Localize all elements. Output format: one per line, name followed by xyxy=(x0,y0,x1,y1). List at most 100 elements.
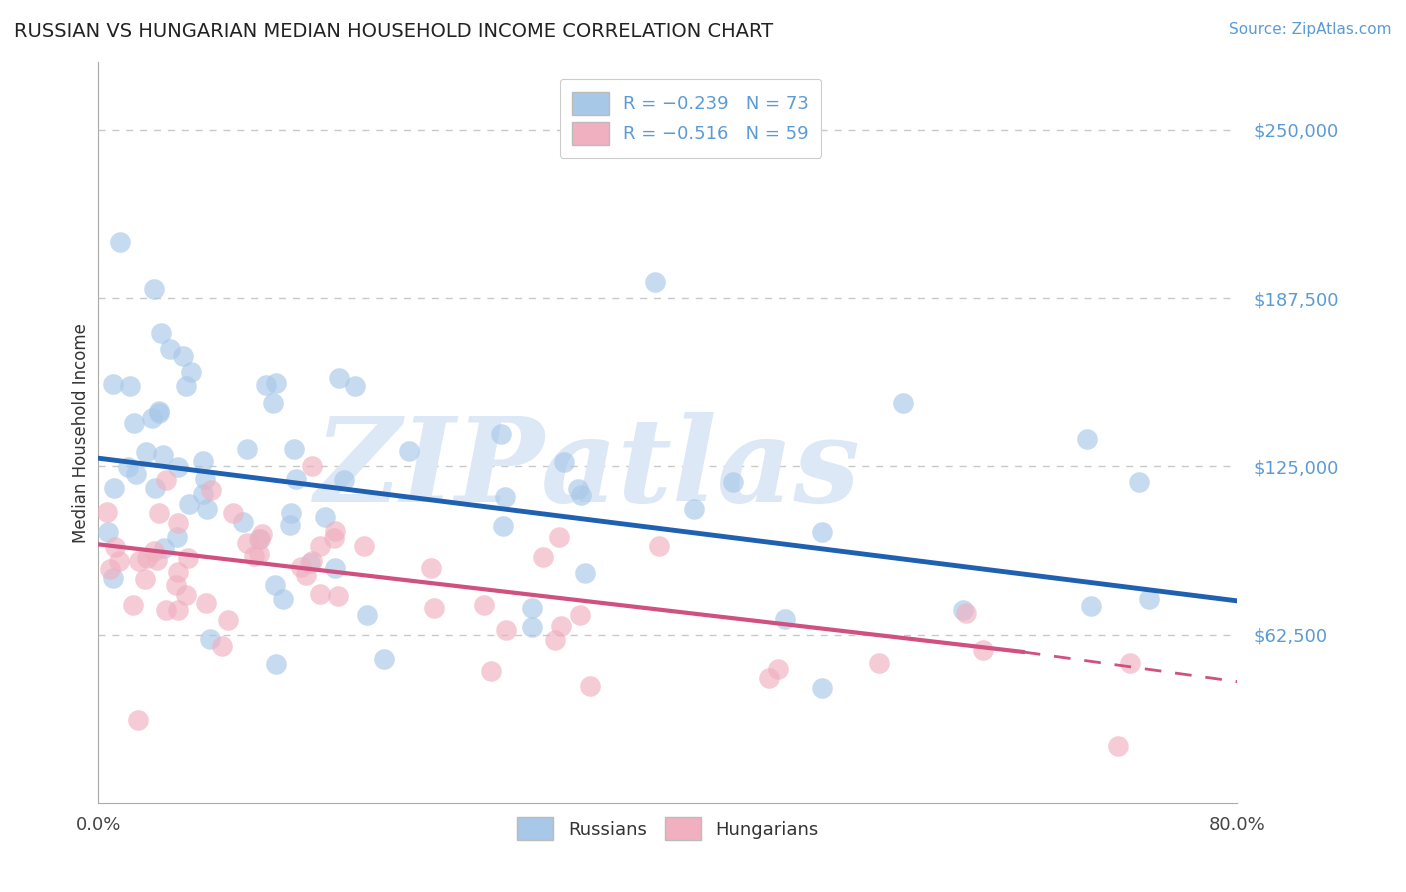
Point xyxy=(264,657,287,672)
Point xyxy=(141,411,163,425)
Point xyxy=(104,540,127,554)
Point xyxy=(125,467,148,482)
Point xyxy=(264,376,287,390)
Point xyxy=(326,590,349,604)
Point xyxy=(280,506,302,520)
Point xyxy=(155,603,177,617)
Point xyxy=(247,547,270,561)
Point xyxy=(569,488,592,502)
Point xyxy=(167,603,190,617)
Point xyxy=(101,377,124,392)
Point xyxy=(522,619,544,633)
Point xyxy=(198,632,221,646)
Point xyxy=(1137,592,1160,607)
Point xyxy=(299,556,322,570)
Point xyxy=(232,515,254,529)
Point xyxy=(323,531,346,545)
Point xyxy=(472,598,495,612)
Point xyxy=(278,517,301,532)
Point xyxy=(569,608,592,623)
Point xyxy=(314,510,336,524)
Point xyxy=(758,671,780,685)
Point xyxy=(263,578,285,592)
Point xyxy=(195,502,218,516)
Point xyxy=(494,490,516,504)
Point xyxy=(127,713,149,727)
Point xyxy=(136,551,159,566)
Point xyxy=(134,572,156,586)
Point xyxy=(159,342,181,356)
Point xyxy=(122,599,145,613)
Point xyxy=(148,403,170,417)
Point xyxy=(146,553,169,567)
Point xyxy=(177,496,200,510)
Point xyxy=(108,554,131,568)
Point xyxy=(553,455,575,469)
Point xyxy=(135,444,157,458)
Point xyxy=(544,633,567,648)
Point xyxy=(103,571,125,585)
Point xyxy=(547,530,569,544)
Point xyxy=(249,533,271,547)
Point xyxy=(491,427,513,442)
Point xyxy=(262,396,284,410)
Point xyxy=(290,560,312,574)
Point xyxy=(721,475,744,490)
Point xyxy=(1128,475,1150,490)
Point xyxy=(243,549,266,563)
Point xyxy=(167,459,190,474)
Point xyxy=(236,442,259,456)
Point xyxy=(644,276,666,290)
Point xyxy=(98,562,121,576)
Point xyxy=(166,530,188,544)
Point xyxy=(420,561,443,575)
Point xyxy=(520,600,543,615)
Point xyxy=(952,603,974,617)
Point xyxy=(810,681,832,695)
Point xyxy=(768,662,790,676)
Point xyxy=(479,665,502,679)
Point xyxy=(579,679,602,693)
Point xyxy=(683,501,706,516)
Point xyxy=(222,506,245,520)
Point xyxy=(200,483,222,497)
Point xyxy=(328,370,350,384)
Point xyxy=(373,652,395,666)
Point xyxy=(323,524,346,539)
Point xyxy=(271,591,294,606)
Point xyxy=(1080,599,1102,613)
Point xyxy=(308,587,330,601)
Text: ZIPatlas: ZIPatlas xyxy=(315,412,860,527)
Point xyxy=(868,657,890,671)
Point xyxy=(353,540,375,554)
Point xyxy=(236,536,259,550)
Point xyxy=(194,596,217,610)
Point xyxy=(773,611,796,625)
Point xyxy=(166,566,188,580)
Point xyxy=(103,481,125,495)
Point xyxy=(128,554,150,568)
Point xyxy=(294,568,316,582)
Point xyxy=(165,578,187,592)
Point xyxy=(249,532,271,546)
Point xyxy=(1107,739,1129,754)
Point xyxy=(191,486,214,500)
Point xyxy=(97,524,120,539)
Point xyxy=(148,406,170,420)
Point xyxy=(1076,432,1098,446)
Point xyxy=(152,448,174,462)
Point xyxy=(891,396,914,410)
Point xyxy=(550,618,572,632)
Point xyxy=(172,349,194,363)
Point xyxy=(423,600,446,615)
Point xyxy=(142,282,165,296)
Point xyxy=(398,444,420,458)
Point xyxy=(180,365,202,379)
Point xyxy=(301,458,323,473)
Point xyxy=(155,473,177,487)
Point xyxy=(567,483,589,497)
Point xyxy=(323,560,346,574)
Text: RUSSIAN VS HUNGARIAN MEDIAN HOUSEHOLD INCOME CORRELATION CHART: RUSSIAN VS HUNGARIAN MEDIAN HOUSEHOLD IN… xyxy=(14,22,773,41)
Point xyxy=(150,326,173,340)
Point xyxy=(217,613,239,627)
